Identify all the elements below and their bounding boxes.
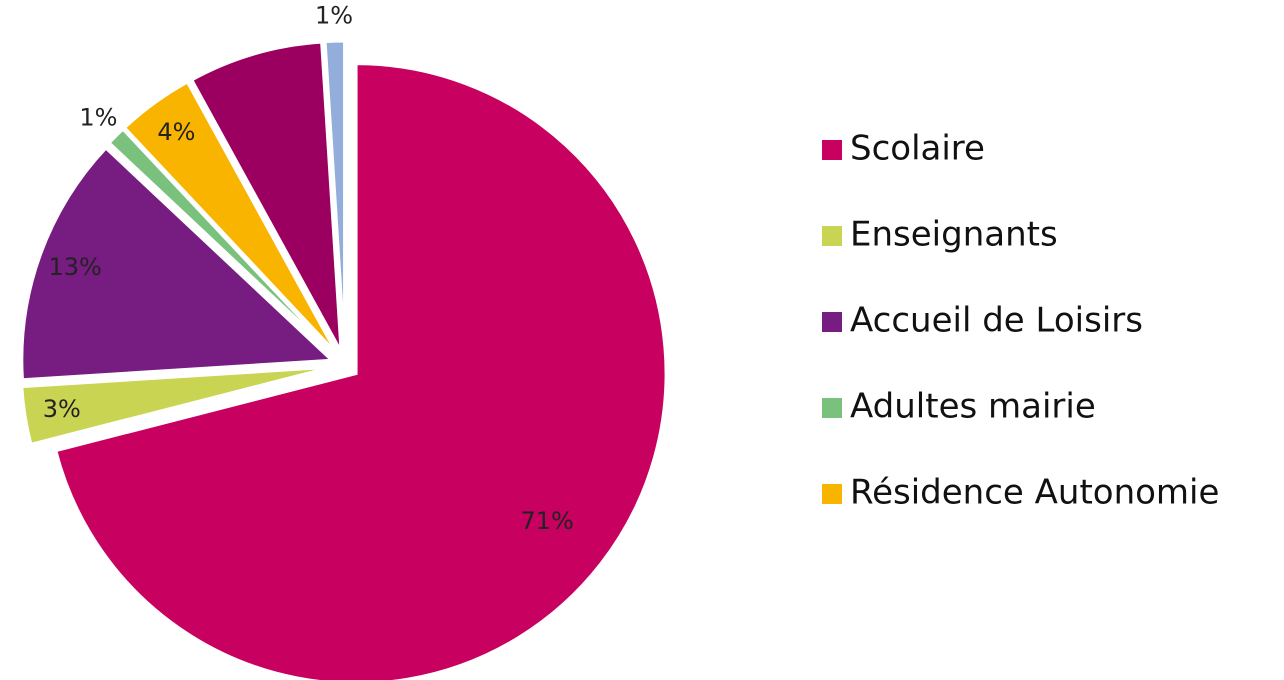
data-label: 71% bbox=[520, 507, 573, 535]
data-label: 3% bbox=[43, 395, 81, 423]
legend-swatch bbox=[822, 140, 842, 160]
pie-slice bbox=[323, 39, 347, 352]
legend-swatch bbox=[822, 312, 842, 332]
data-label: 1% bbox=[315, 1, 353, 29]
legend-label: Accueil de Loisirs bbox=[850, 301, 1143, 341]
data-label: 1% bbox=[79, 103, 117, 131]
pie-slice bbox=[122, 79, 339, 355]
legend-label: Enseignants bbox=[850, 215, 1058, 255]
data-label: 13% bbox=[48, 253, 101, 281]
pie-slice bbox=[53, 62, 668, 680]
pie-slice bbox=[106, 126, 337, 357]
legend-label: Résidence Autonomie bbox=[850, 473, 1219, 513]
legend-swatch bbox=[822, 484, 842, 504]
pie-slice bbox=[189, 40, 343, 353]
legend-swatch bbox=[822, 226, 842, 246]
pie-slice bbox=[20, 365, 332, 447]
data-label: 4% bbox=[157, 118, 195, 146]
legend-label: Adultes mairie bbox=[850, 387, 1096, 427]
legend-label: Scolaire bbox=[850, 129, 985, 169]
pie-slice bbox=[20, 145, 336, 382]
legend-swatch bbox=[822, 398, 842, 418]
